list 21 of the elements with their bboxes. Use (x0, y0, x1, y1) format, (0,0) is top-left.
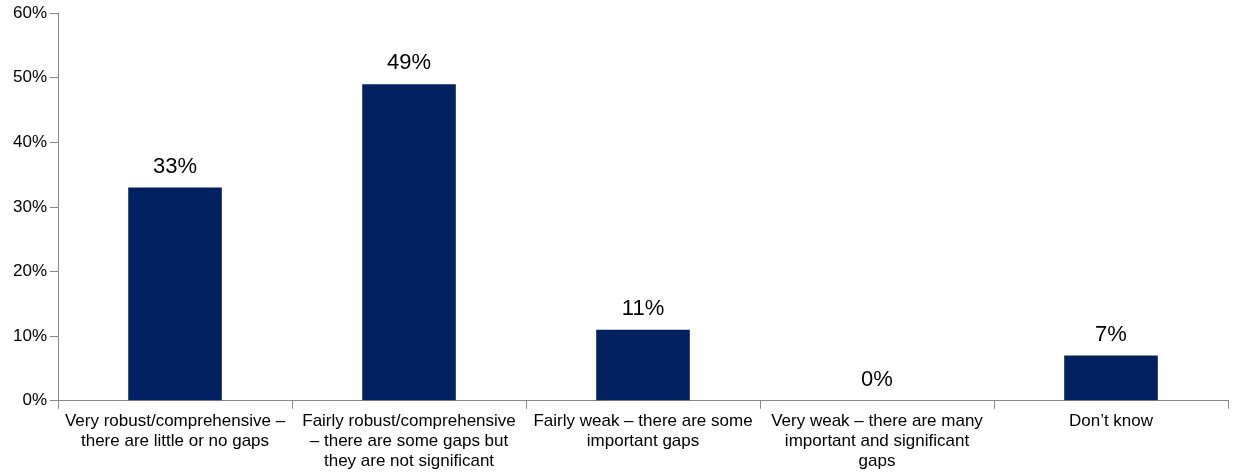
bar (596, 329, 690, 401)
x-tick-label: Very robust/comprehensive – there are little or no gaps (64, 410, 286, 451)
x-tick-label: Don’t know (1068, 410, 1154, 430)
x-tick-label: Very weak – there are many important and significant gaps (771, 410, 984, 471)
y-tick-label: 10% (12, 325, 48, 345)
y-tick-label: 0% (22, 390, 48, 410)
y-tick-label: 20% (12, 261, 48, 281)
data-label: 11% (621, 294, 665, 320)
y-tick-label: 60% (12, 2, 48, 22)
y-tick-label: 50% (12, 67, 48, 87)
x-tick-label: Fairly robust/comprehensive – there are some gaps but they are not significant (302, 410, 516, 471)
bar (128, 187, 222, 401)
data-label: 33% (153, 152, 198, 178)
x-tick-label: Fairly weak – there are some important gaps (533, 410, 753, 451)
data-label: 49% (386, 49, 432, 75)
data-label: 0% (861, 365, 893, 391)
bar (1064, 355, 1158, 401)
y-tick-label: 40% (12, 132, 48, 152)
data-label: 7% (1095, 320, 1127, 346)
y-tick-label: 30% (12, 196, 48, 216)
bar (362, 84, 456, 401)
